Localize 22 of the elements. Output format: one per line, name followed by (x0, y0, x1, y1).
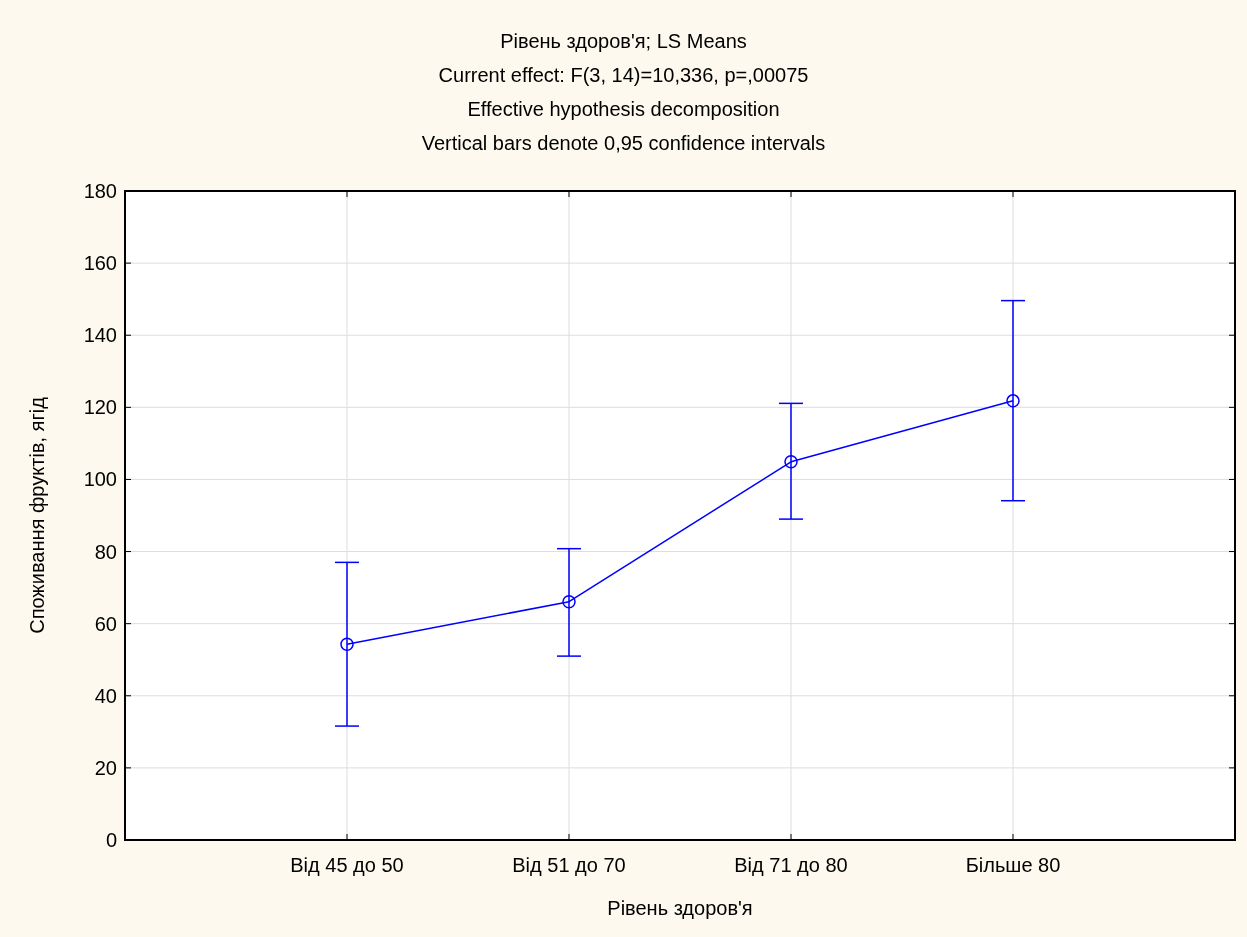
x-tick-label: Від 71 до 80 (734, 854, 848, 876)
x-tick-label: Від 45 до 50 (290, 854, 404, 876)
y-tick-label: 180 (83, 180, 117, 202)
point (562, 594, 576, 609)
x-axis-title: Рівень здоров'я (607, 897, 753, 919)
x-tick-label: Від 51 до 70 (512, 854, 626, 876)
y-tick-label: 60 (94, 612, 117, 635)
y-tick-label: 160 (83, 252, 117, 275)
point (340, 637, 354, 651)
y-tick-label: 40 (94, 684, 117, 707)
x-tick-label: Більше 80 (965, 854, 1061, 876)
point (784, 455, 798, 469)
y-tick-label: 140 (83, 324, 117, 347)
y-axis-title: Споживання фруктів, ягід (26, 396, 48, 634)
y-tick-label: 80 (94, 540, 117, 563)
chart-title: Рівень здоров'я; LS Means (500, 30, 747, 52)
chart-subtitle: Current effect: F(3, 14)=10,336, p=,00075 Effective hypothesis decomposition Vertical bars denote 0,95 confidence intervals (421, 64, 826, 154)
y-tick-label: 20 (94, 756, 117, 779)
y-tick-label: 0 (105, 829, 117, 851)
y-tick-label: 100 (83, 468, 117, 491)
point (1006, 394, 1020, 408)
y-tick-label: 120 (83, 396, 117, 419)
